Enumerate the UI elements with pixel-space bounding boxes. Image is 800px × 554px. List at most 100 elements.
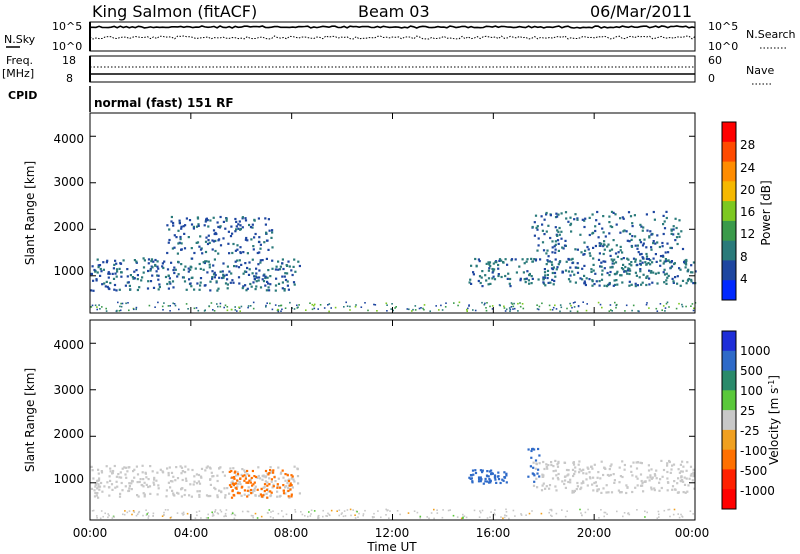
echo-cell: [244, 217, 247, 220]
echo-cell: [92, 477, 95, 480]
echo-cell: [136, 513, 139, 515]
echo-cell: [203, 284, 206, 287]
echo-cell: [567, 220, 570, 223]
echo-cell: [399, 513, 401, 516]
echo-cell: [234, 306, 236, 308]
echo-cell: [652, 240, 655, 243]
echo-cell: [579, 233, 582, 236]
echo-cell: [420, 307, 422, 309]
echo-cell: [100, 481, 103, 485]
echo-cell: [489, 479, 492, 482]
echo-cell: [178, 219, 181, 222]
echo-cell: [514, 258, 517, 261]
echo-cell: [600, 460, 603, 463]
echo-cell: [268, 477, 271, 480]
echo-cell: [297, 482, 300, 485]
echo-cell: [606, 271, 609, 275]
echo-cell: [210, 302, 213, 304]
echo-cell: [210, 471, 213, 474]
echo-cell: [190, 247, 193, 250]
echo-cell: [599, 303, 602, 306]
echo-cell: [165, 489, 168, 492]
echo-cell: [582, 472, 585, 475]
echo-cell: [131, 513, 133, 516]
echo-cell: [238, 282, 241, 285]
echo-cell: [684, 266, 687, 269]
colorbar-swatch: [722, 429, 736, 451]
echo-cell: [97, 472, 100, 475]
echo-cell: [543, 268, 546, 271]
echo-cell: [195, 473, 198, 476]
echo-cell: [204, 309, 206, 311]
echo-cell: [636, 263, 639, 266]
echo-cell: [272, 469, 275, 472]
echo-cell: [196, 216, 199, 219]
echo-cell: [118, 267, 121, 270]
echo-cell: [667, 251, 670, 254]
echo-cell: [419, 517, 421, 519]
echo-cell: [233, 513, 236, 516]
echo-cell: [414, 309, 417, 311]
echo-cell: [258, 494, 261, 498]
echo-cell: [648, 307, 650, 309]
echo-cell: [198, 482, 202, 485]
echo-cell: [488, 261, 492, 264]
echo-cell: [609, 266, 612, 269]
echo-cell: [561, 271, 564, 274]
echo-cell: [267, 269, 270, 272]
echo-cell: [380, 516, 382, 519]
echo-cell: [573, 273, 576, 276]
echo-cell: [406, 308, 409, 310]
echo-cell: [674, 239, 677, 242]
echo-cell: [541, 241, 545, 244]
echo-cell: [590, 268, 593, 271]
echo-cell: [180, 495, 183, 498]
echo-cell: [226, 265, 229, 268]
echo-cell: [259, 247, 262, 250]
echo-cell: [259, 286, 263, 289]
echo-cell: [588, 216, 591, 219]
echo-cell: [286, 272, 289, 275]
echo-cell: [268, 509, 271, 511]
echo-cell: [649, 259, 652, 262]
echo-cell: [141, 471, 144, 474]
echo-cell: [216, 512, 219, 514]
echo-cell: [236, 479, 239, 482]
echo-cell: [536, 225, 539, 228]
echo-cell: [497, 273, 500, 276]
echo-cell: [491, 271, 494, 274]
echo-cell: [552, 306, 555, 309]
echo-cell: [609, 225, 612, 228]
colorbar-swatch: [722, 141, 736, 163]
echo-cell: [170, 220, 173, 223]
echo-cell: [277, 310, 280, 313]
echo-cell: [650, 270, 653, 273]
echo-cell: [693, 307, 695, 310]
echo-cell: [486, 470, 489, 473]
velocity-cbar-tick-500: 500: [740, 364, 763, 378]
echo-cell: [280, 310, 282, 312]
echo-cell: [566, 307, 568, 310]
echo-cell: [487, 283, 490, 286]
echo-cell: [167, 474, 170, 477]
echo-cell: [96, 271, 99, 274]
echo-cell: [349, 309, 351, 311]
echo-cell: [246, 469, 249, 473]
echo-cell: [257, 466, 260, 469]
echo-cell: [178, 222, 181, 225]
echo-cell: [136, 494, 139, 497]
echo-cell: [278, 486, 282, 489]
echo-cell: [649, 476, 652, 479]
echo-cell: [355, 304, 357, 306]
echo-cell: [282, 515, 284, 518]
echo-cell: [155, 270, 158, 273]
echo-cell: [280, 471, 283, 474]
echo-cell: [391, 303, 393, 305]
echo-cell: [307, 515, 309, 518]
echo-cell: [639, 270, 642, 273]
echo-cell: [169, 480, 173, 483]
echo-cell: [182, 276, 185, 279]
echo-cell: [187, 236, 190, 239]
echo-cell: [206, 219, 209, 222]
echo-cell: [270, 491, 273, 494]
